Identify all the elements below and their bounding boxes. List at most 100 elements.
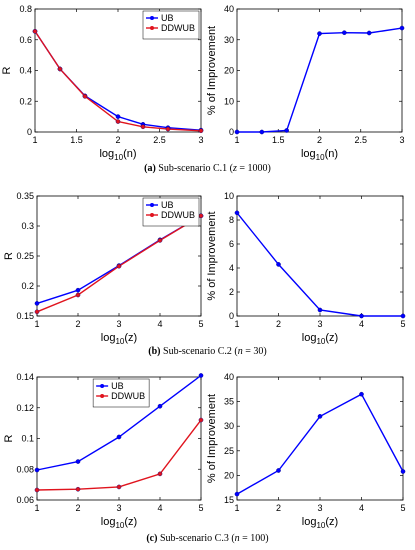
caption-b-rest: = 30) <box>242 346 267 357</box>
y-tick-label: 30 <box>224 35 234 45</box>
chart-c-right: 1 2 3 4 5 15 20 25 30 35 40 log10(z) % of Improvemen… <box>206 372 406 530</box>
data-point <box>82 94 88 99</box>
data-point <box>399 25 405 31</box>
data-point <box>115 119 121 124</box>
y-tick-label: 20 <box>224 470 234 480</box>
x-axis-label: log10(n) <box>99 148 136 162</box>
x-tick-label: 4 <box>157 503 162 513</box>
x-tick-label: 3 <box>116 503 121 513</box>
y-axis-label: R <box>1 66 13 74</box>
data-point <box>75 459 81 464</box>
data-point <box>259 129 265 135</box>
x-tick-label: 1.5 <box>272 135 285 145</box>
caption-c-tag: (c) <box>146 533 158 544</box>
y-tick-label: 40 <box>224 4 234 14</box>
data-point <box>198 128 204 134</box>
series-line-ub <box>36 215 202 305</box>
x-tick-label: 3 <box>116 319 121 329</box>
data-point <box>234 129 240 135</box>
x-tick-label: 2 <box>276 319 281 329</box>
y-axis-label: R <box>3 434 15 442</box>
caption-b: (b) Sub-scenario C.2 (n = 30) <box>0 346 415 357</box>
x-axis-label: log10(z) <box>302 516 338 530</box>
legend-marker <box>150 203 154 207</box>
y-tick-label: 0.6 <box>19 35 32 45</box>
caption-c-text: Sub-scenario C.3 ( <box>159 533 235 544</box>
caption-b-text: Sub-scenario C.2 ( <box>163 346 238 357</box>
data-point <box>198 373 204 378</box>
y-tick-label: 0.06 <box>16 495 34 505</box>
y-axis-label: R <box>3 252 15 260</box>
y-tick-label: 40 <box>224 372 234 382</box>
y-tick-label: 0.3 <box>21 221 34 231</box>
data-point <box>157 238 163 243</box>
plot-frame <box>236 195 404 317</box>
y-tick-label: 0.35 <box>16 191 34 201</box>
x-tick-label: 2 <box>75 319 80 329</box>
caption-b-tag: (b) <box>148 346 161 357</box>
y-axis-label: % of Improvement <box>206 26 218 115</box>
caption-c-var: n <box>234 533 240 544</box>
legend-label: UB <box>161 200 174 210</box>
y-tick-label: 0 <box>229 311 234 321</box>
y-tick-label: 6 <box>229 239 234 249</box>
x-tick-label: 1 <box>32 135 37 145</box>
legend-marker <box>150 26 154 30</box>
y-tick-label: 35 <box>224 397 234 407</box>
chart-b-right: 1 2 3 4 5 0 2 4 6 8 10 log10(z) % of Improvement <box>206 191 406 346</box>
y-tick-label: 0.14 <box>16 372 34 382</box>
legend-label: DDWUB <box>161 210 195 220</box>
y-tick-label: 0.25 <box>16 251 34 261</box>
x-tick-label: 2 <box>115 135 120 145</box>
x-tick-label: 2.5 <box>354 135 367 145</box>
y-tick-label: 0.4 <box>19 66 32 76</box>
y-tick-label: 0 <box>27 127 32 137</box>
caption-a-text: Sub-scenario C.1 ( <box>158 163 233 174</box>
data-point <box>32 28 38 34</box>
caption-b-var: n <box>237 346 243 357</box>
data-point <box>116 434 122 440</box>
x-tick-label: 2 <box>276 503 281 513</box>
y-tick-label: 8 <box>229 215 234 225</box>
data-point <box>75 292 81 298</box>
data-point <box>359 391 364 397</box>
y-tick-label: 0.08 <box>16 464 34 474</box>
legend-label: DDWUB <box>161 23 195 33</box>
x-tick-label: 5 <box>400 319 405 329</box>
data-point <box>400 469 406 474</box>
plot-frame <box>236 8 403 133</box>
x-tick-label: 5 <box>400 503 405 513</box>
x-tick-label: 4 <box>157 319 162 329</box>
x-axis-label: log10(z) <box>101 332 137 346</box>
y-axis-label: % of Improvement <box>206 211 218 300</box>
data-point <box>317 307 323 313</box>
data-point <box>157 471 163 477</box>
y-tick-label: 10 <box>224 96 234 106</box>
legend-marker <box>150 213 154 217</box>
x-tick-label: 3 <box>399 135 404 145</box>
data-point <box>366 30 372 36</box>
legend-label: UB <box>161 13 174 23</box>
data-point <box>284 128 289 133</box>
x-tick-label: 1 <box>234 503 239 513</box>
legend-box <box>92 378 150 408</box>
x-tick-label: 1.5 <box>70 135 83 145</box>
data-point <box>116 263 122 269</box>
data-point <box>115 114 121 119</box>
y-tick-label: 0.12 <box>16 403 34 413</box>
plot-frame <box>236 376 404 501</box>
caption-a-tag: (a) <box>144 163 156 174</box>
y-tick-label: 25 <box>224 446 234 456</box>
x-tick-label: 3 <box>198 135 203 145</box>
y-tick-label: 2 <box>229 287 234 297</box>
data-point <box>34 309 40 315</box>
data-point <box>198 213 204 219</box>
x-tick-label: 4 <box>359 503 364 513</box>
y-tick-label: 4 <box>229 263 234 273</box>
x-axis-label: log10(z) <box>101 516 137 530</box>
x-tick-label: 2 <box>317 135 322 145</box>
